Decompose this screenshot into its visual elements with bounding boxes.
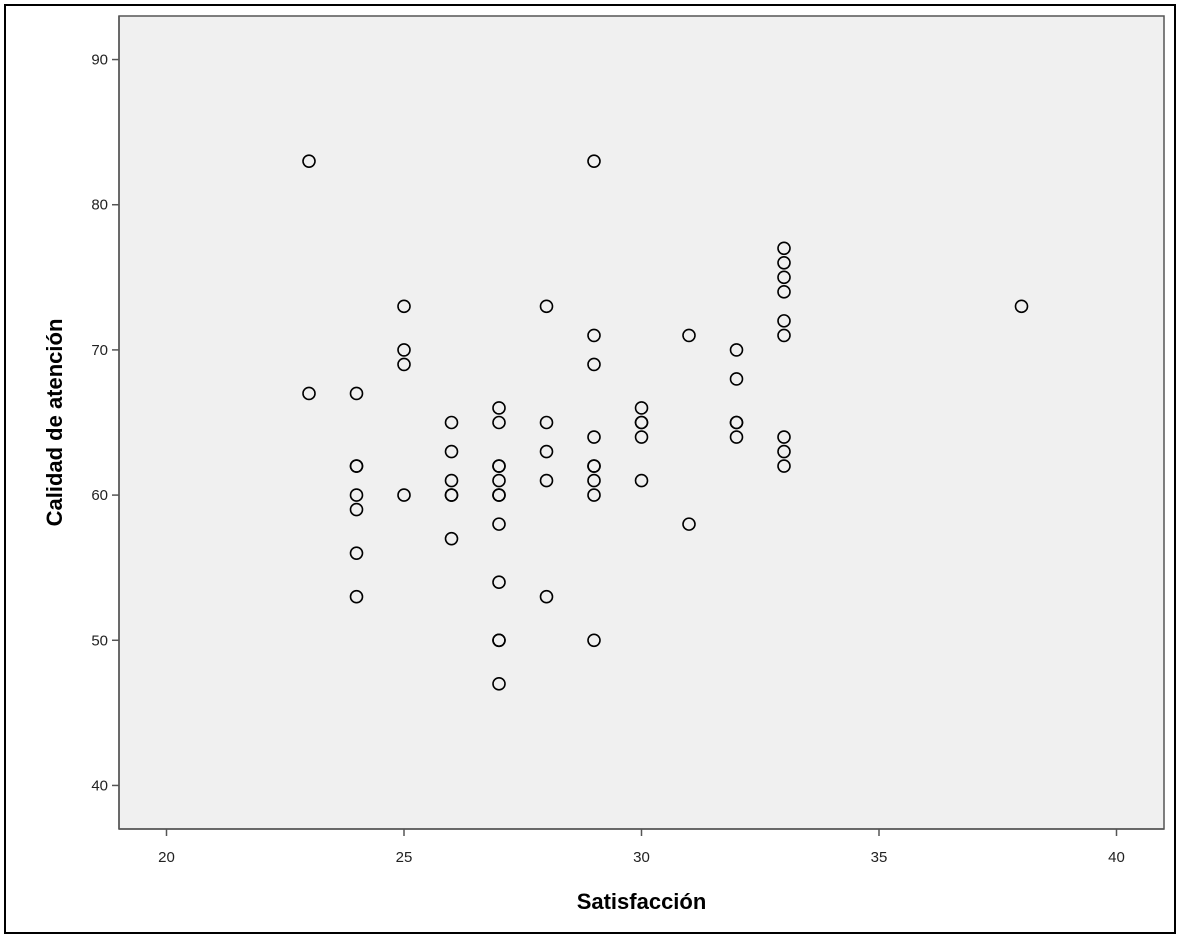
data-point — [587, 430, 601, 444]
plot-area — [118, 15, 1165, 830]
data-point — [492, 415, 506, 430]
data-point — [634, 401, 649, 415]
y-tick-label: 50 — [91, 632, 108, 649]
data-point — [492, 401, 506, 415]
data-point — [444, 444, 459, 459]
data-point — [539, 473, 554, 488]
data-point — [349, 589, 364, 604]
data-points — [302, 154, 1029, 691]
data-point — [349, 502, 364, 517]
data-point — [492, 517, 506, 531]
data-point — [492, 575, 506, 589]
x-axis-ticks: 20 25 30 35 40 — [158, 829, 1125, 866]
data-point — [397, 343, 411, 357]
y-tick-label: 40 — [91, 777, 108, 794]
y-axis-title: Calidad de atención — [42, 319, 67, 527]
data-point — [302, 386, 316, 401]
data-point — [777, 328, 791, 343]
data-point — [587, 357, 601, 372]
x-tick-label: 30 — [633, 849, 650, 866]
y-axis-ticks: 40 50 60 70 80 90 — [91, 52, 119, 794]
y-tick-label: 60 — [91, 487, 108, 504]
y-tick-label: 80 — [91, 197, 108, 214]
data-point — [777, 270, 791, 285]
x-tick-label: 35 — [871, 849, 888, 866]
data-point — [349, 386, 364, 401]
data-point — [587, 459, 601, 473]
data-point — [539, 589, 554, 604]
data-point — [777, 241, 791, 256]
data-point — [397, 299, 411, 314]
data-point — [539, 299, 554, 314]
data-point — [634, 473, 649, 488]
data-point — [1014, 299, 1029, 314]
x-axis-title: Satisfacción — [577, 889, 707, 914]
data-point — [349, 546, 364, 560]
data-point — [492, 633, 506, 648]
data-point — [777, 256, 791, 270]
data-point — [777, 430, 791, 444]
y-tick-label: 70 — [91, 342, 108, 359]
data-point — [397, 488, 411, 502]
data-point — [302, 154, 316, 168]
data-point — [634, 415, 649, 430]
data-point — [349, 459, 364, 473]
data-point — [397, 357, 411, 372]
x-tick-label: 40 — [1108, 849, 1125, 866]
data-point — [682, 517, 696, 531]
data-point — [729, 415, 744, 430]
data-point — [444, 488, 459, 502]
data-point — [539, 444, 554, 459]
data-point — [444, 415, 459, 430]
data-point — [444, 531, 459, 546]
data-point — [729, 372, 744, 386]
data-point — [682, 328, 696, 343]
data-point — [492, 488, 506, 502]
x-tick-label: 25 — [396, 849, 413, 866]
data-point — [539, 415, 554, 430]
data-point — [492, 459, 506, 473]
data-point — [492, 473, 506, 488]
data-point — [587, 328, 601, 343]
data-point — [349, 488, 364, 502]
data-point — [444, 473, 459, 488]
data-point — [587, 488, 601, 502]
data-point — [777, 444, 791, 459]
data-point — [492, 677, 506, 691]
data-point — [777, 314, 791, 328]
data-point — [777, 285, 791, 299]
data-point — [729, 430, 744, 444]
x-tick-label: 20 — [158, 849, 175, 866]
data-point — [729, 343, 744, 357]
data-point — [634, 430, 649, 444]
data-point — [587, 473, 601, 488]
data-point — [777, 459, 791, 473]
y-tick-label: 90 — [91, 52, 108, 69]
data-point — [587, 154, 601, 168]
data-point — [587, 633, 601, 648]
